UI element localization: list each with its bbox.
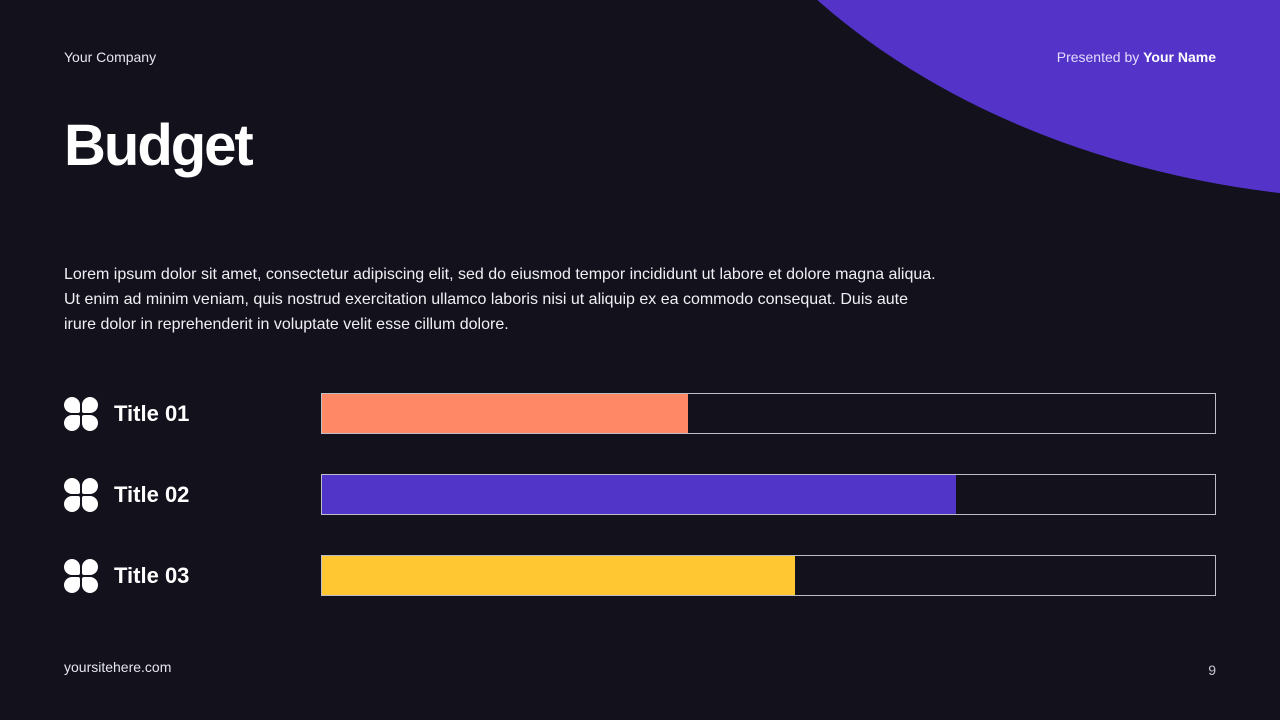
bar-fill — [322, 394, 689, 433]
decorative-purple-arc — [650, 0, 1280, 200]
bar-row: Title 03 — [0, 555, 1280, 596]
bar-row: Title 01 — [0, 393, 1280, 434]
slide-title: Budget — [64, 113, 254, 178]
bar-track — [321, 555, 1216, 596]
bar-label-text: Title 02 — [114, 481, 190, 507]
clover-icon — [64, 477, 98, 512]
bar-label: Title 02 — [64, 474, 189, 515]
page-number: 9 — [1208, 662, 1216, 678]
bar-fill — [322, 556, 796, 595]
bar-label-text: Title 03 — [114, 562, 190, 588]
bar-track — [321, 474, 1216, 515]
bar-label: Title 03 — [64, 555, 189, 596]
clover-icon — [64, 558, 98, 593]
bar-fill — [322, 475, 957, 514]
slide-description: Lorem ipsum dolor sit amet, consectetur … — [64, 266, 936, 333]
company-name: Your Company — [64, 49, 157, 65]
presenter-line: Presented by Your Name — [1057, 49, 1216, 65]
bar-track — [321, 393, 1216, 434]
footer-website: yoursitehere.com — [64, 659, 172, 675]
clover-icon — [64, 396, 98, 431]
bar-label: Title 01 — [64, 393, 189, 434]
presenter-name: Your Name — [1143, 49, 1216, 65]
presented-by-label: Presented by — [1056, 49, 1140, 65]
bar-label-text: Title 01 — [114, 400, 190, 426]
bar-row: Title 02 — [0, 474, 1280, 515]
